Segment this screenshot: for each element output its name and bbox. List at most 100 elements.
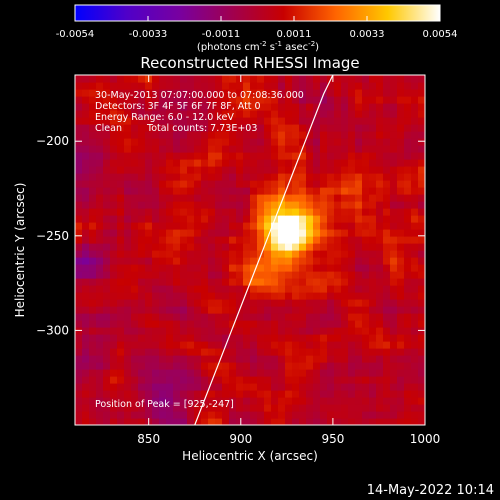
heatmap-cell — [96, 299, 104, 307]
y-tick-label: −250 — [36, 229, 69, 243]
heatmap-cell — [236, 257, 244, 265]
heatmap-cell — [327, 103, 335, 111]
heatmap-cell — [103, 390, 111, 398]
heatmap-cell — [187, 180, 195, 188]
heatmap-cell — [362, 369, 370, 377]
heatmap-cell — [222, 292, 230, 300]
heatmap-cell — [229, 257, 237, 265]
heatmap-cell — [208, 152, 216, 160]
heatmap-cell — [166, 145, 174, 153]
heatmap-cell — [411, 103, 419, 111]
heatmap-cell — [327, 390, 335, 398]
heatmap-cell — [201, 215, 209, 223]
heatmap-cell — [236, 194, 244, 202]
heatmap-cell — [229, 75, 237, 83]
heatmap-cell — [334, 117, 342, 125]
heatmap-cell — [138, 215, 146, 223]
heatmap-cell — [187, 187, 195, 195]
heatmap-cell — [292, 257, 300, 265]
heatmap-cell — [159, 376, 167, 384]
heatmap-cell — [145, 320, 153, 328]
heatmap-cell — [229, 229, 237, 237]
heatmap-cell — [334, 383, 342, 391]
heatmap-cell — [397, 222, 405, 230]
heatmap-cell — [285, 96, 293, 104]
heatmap-cell — [222, 96, 230, 104]
heatmap-cell — [320, 348, 328, 356]
heatmap-cell — [299, 271, 307, 279]
heatmap-cell — [75, 208, 83, 216]
heatmap-cell — [215, 292, 223, 300]
heatmap-cell — [215, 75, 223, 83]
heatmap-cell — [271, 334, 279, 342]
heatmap-cell — [152, 222, 160, 230]
heatmap-cell — [145, 362, 153, 370]
heatmap-cell — [397, 187, 405, 195]
heatmap-cell — [152, 229, 160, 237]
heatmap-cell — [362, 271, 370, 279]
heatmap-cell — [96, 404, 104, 412]
heatmap-cell — [278, 110, 286, 118]
heatmap-cell — [285, 131, 293, 139]
heatmap-cell — [404, 159, 412, 167]
heatmap-cell — [145, 376, 153, 384]
heatmap-cell — [229, 187, 237, 195]
heatmap-cell — [250, 124, 258, 132]
heatmap-cell — [89, 124, 97, 132]
heatmap-cell — [131, 166, 139, 174]
heatmap-cell — [89, 201, 97, 209]
heatmap-cell — [348, 82, 356, 90]
heatmap-cell — [376, 404, 384, 412]
heatmap-cell — [250, 152, 258, 160]
heatmap-cell — [404, 376, 412, 384]
heatmap-cell — [418, 152, 425, 160]
heatmap-cell — [173, 397, 181, 405]
heatmap-cell — [355, 271, 363, 279]
heatmap-cell — [306, 152, 314, 160]
heatmap-cell — [75, 334, 83, 342]
heatmap-cell — [110, 215, 118, 223]
heatmap-cell — [306, 201, 314, 209]
heatmap-cell — [418, 215, 425, 223]
heatmap-cell — [222, 103, 230, 111]
heatmap-cell — [320, 292, 328, 300]
heatmap-cell — [173, 285, 181, 293]
heatmap-cell — [243, 292, 251, 300]
heatmap-cell — [173, 313, 181, 321]
heatmap-cell — [173, 173, 181, 181]
heatmap-cell — [75, 103, 83, 111]
heatmap-cell — [285, 82, 293, 90]
heatmap-cell — [257, 411, 265, 419]
heatmap-cell — [75, 397, 83, 405]
heatmap-cell — [369, 271, 377, 279]
heatmap-cell — [404, 257, 412, 265]
heatmap-cell — [145, 369, 153, 377]
heatmap-cell — [173, 264, 181, 272]
heatmap-cell — [166, 348, 174, 356]
heatmap-cell — [194, 124, 202, 132]
heatmap-cell — [327, 166, 335, 174]
heatmap-cell — [292, 145, 300, 153]
heatmap-cell — [418, 404, 425, 412]
heatmap-cell — [404, 334, 412, 342]
heatmap-cell — [131, 348, 139, 356]
heatmap-cell — [327, 110, 335, 118]
heatmap-cell — [152, 187, 160, 195]
heatmap-cell — [82, 313, 90, 321]
heatmap-cell — [166, 222, 174, 230]
heatmap-cell — [376, 124, 384, 132]
heatmap-cell — [180, 292, 188, 300]
heatmap-cell — [173, 376, 181, 384]
heatmap-cell — [89, 369, 97, 377]
heatmap-cell — [236, 110, 244, 118]
heatmap-cell — [264, 376, 272, 384]
heatmap-cell — [362, 229, 370, 237]
heatmap-cell — [173, 96, 181, 104]
heatmap-cell — [222, 327, 230, 335]
heatmap-cell — [390, 201, 398, 209]
heatmap-cell — [138, 355, 146, 363]
heatmap-cell — [411, 194, 419, 202]
heatmap-cell — [166, 159, 174, 167]
heatmap-cell — [264, 236, 272, 244]
heatmap-cell — [187, 355, 195, 363]
